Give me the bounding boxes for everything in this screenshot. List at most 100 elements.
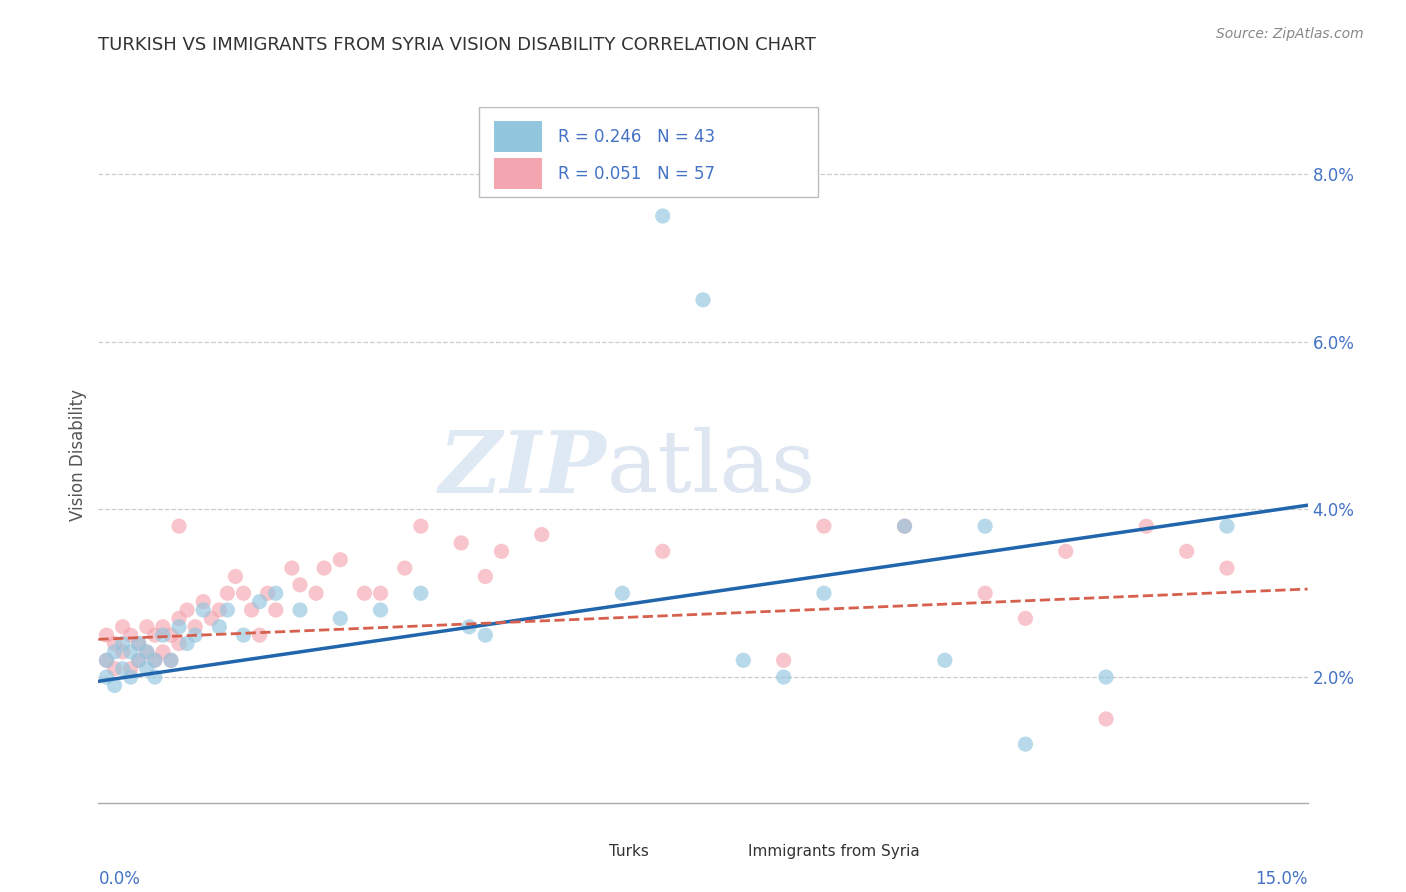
Point <box>167 519 190 533</box>
Point <box>120 645 142 659</box>
Point <box>1014 611 1036 625</box>
Point <box>394 561 416 575</box>
Point <box>370 586 392 600</box>
Text: Turks: Turks <box>609 844 648 859</box>
Point <box>111 636 134 650</box>
Point <box>152 645 174 659</box>
Point <box>152 620 174 634</box>
Text: R = 0.246   N = 43: R = 0.246 N = 43 <box>558 128 716 146</box>
Point <box>96 628 118 642</box>
Point <box>409 519 432 533</box>
Point <box>1216 561 1239 575</box>
Point <box>152 628 174 642</box>
Point <box>813 519 835 533</box>
Point <box>772 653 794 667</box>
Point <box>208 620 231 634</box>
Point <box>135 662 157 676</box>
Point <box>893 519 915 533</box>
Point <box>1014 737 1036 751</box>
Point <box>96 653 118 667</box>
Point <box>288 578 311 592</box>
Point <box>1095 670 1118 684</box>
FancyBboxPatch shape <box>697 838 737 865</box>
Point <box>200 611 222 625</box>
Point <box>772 670 794 684</box>
Point <box>491 544 513 558</box>
Point <box>256 586 278 600</box>
Point <box>120 628 142 642</box>
Point <box>120 662 142 676</box>
Text: Source: ZipAtlas.com: Source: ZipAtlas.com <box>1216 27 1364 41</box>
Point <box>893 519 915 533</box>
Point <box>530 527 553 541</box>
Point <box>314 561 336 575</box>
Point <box>120 670 142 684</box>
Point <box>176 636 198 650</box>
Point <box>135 620 157 634</box>
Point <box>103 662 125 676</box>
Point <box>208 603 231 617</box>
Point <box>128 653 150 667</box>
Point <box>167 636 190 650</box>
Y-axis label: Vision Disability: Vision Disability <box>69 389 87 521</box>
Point <box>160 653 183 667</box>
Point <box>128 653 150 667</box>
Text: Immigrants from Syria: Immigrants from Syria <box>748 844 920 859</box>
Point <box>193 594 215 608</box>
Point <box>1054 544 1077 558</box>
Text: 0.0%: 0.0% <box>98 870 141 888</box>
Point <box>176 603 198 617</box>
Point <box>128 636 150 650</box>
Point <box>103 678 125 692</box>
Point <box>143 628 166 642</box>
Point <box>651 544 673 558</box>
Point <box>1095 712 1118 726</box>
Point <box>111 662 134 676</box>
Point <box>288 603 311 617</box>
FancyBboxPatch shape <box>494 121 543 153</box>
Text: 15.0%: 15.0% <box>1256 870 1308 888</box>
Point <box>1135 519 1157 533</box>
Point <box>111 645 134 659</box>
Point <box>651 209 673 223</box>
Point <box>103 636 125 650</box>
Point <box>167 611 190 625</box>
Point <box>135 645 157 659</box>
Point <box>474 569 496 583</box>
Point <box>974 519 997 533</box>
Point <box>224 569 246 583</box>
Point <box>264 586 287 600</box>
Point <box>370 603 392 617</box>
Text: atlas: atlas <box>606 427 815 510</box>
Point <box>184 628 207 642</box>
Point <box>232 628 254 642</box>
Point <box>733 653 755 667</box>
Point <box>974 586 997 600</box>
Point <box>184 620 207 634</box>
Point <box>111 620 134 634</box>
Point <box>167 620 190 634</box>
Point <box>474 628 496 642</box>
Point <box>193 603 215 617</box>
Point <box>329 611 352 625</box>
Point <box>409 586 432 600</box>
Point <box>264 603 287 617</box>
Point <box>249 628 271 642</box>
FancyBboxPatch shape <box>494 158 543 189</box>
Point <box>135 645 157 659</box>
FancyBboxPatch shape <box>479 107 818 197</box>
Point <box>305 586 328 600</box>
Point <box>450 536 472 550</box>
Point <box>160 628 183 642</box>
Point <box>692 293 714 307</box>
Text: ZIP: ZIP <box>439 427 606 510</box>
FancyBboxPatch shape <box>558 838 598 865</box>
Point <box>353 586 375 600</box>
Point <box>143 670 166 684</box>
Point <box>813 586 835 600</box>
Point <box>217 586 239 600</box>
Point <box>128 636 150 650</box>
Point <box>160 653 183 667</box>
Point <box>329 552 352 566</box>
Point <box>143 653 166 667</box>
